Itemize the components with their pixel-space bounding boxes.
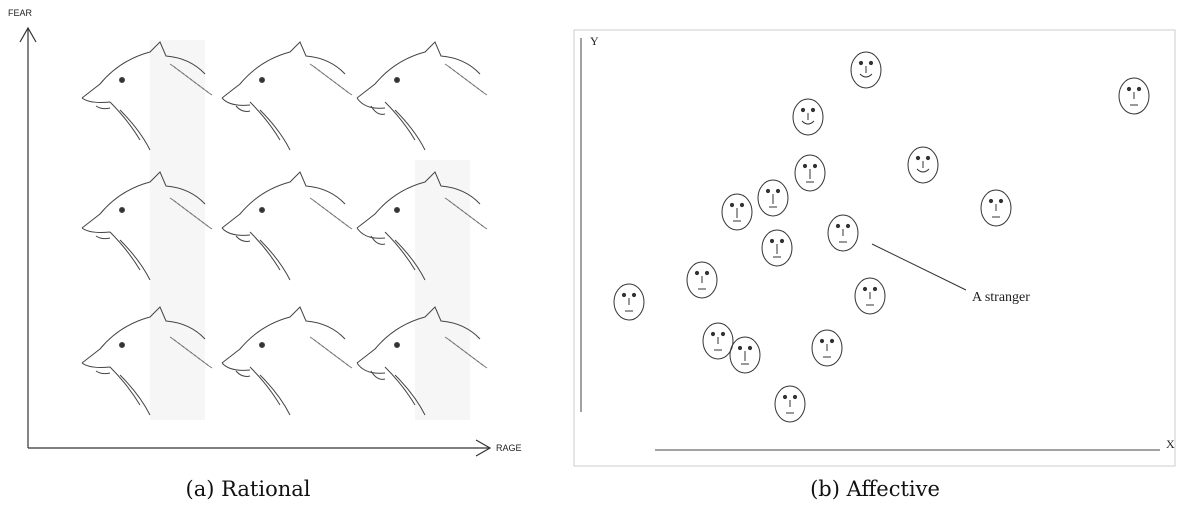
eye xyxy=(738,346,741,349)
eye xyxy=(1127,87,1130,90)
eye xyxy=(395,78,400,83)
fur-stroke xyxy=(206,91,212,95)
eye xyxy=(730,203,733,206)
eye xyxy=(859,61,862,64)
mouth xyxy=(802,121,814,124)
fur-stroke xyxy=(481,364,487,368)
eye xyxy=(801,108,804,111)
eye xyxy=(748,346,751,349)
wolf-head xyxy=(222,172,352,280)
face xyxy=(828,215,858,251)
fur-stroke xyxy=(206,225,212,229)
shade-band xyxy=(150,40,205,420)
caption: (a) Rational xyxy=(186,477,311,501)
eye xyxy=(120,343,125,348)
face xyxy=(775,386,805,422)
eye xyxy=(811,108,814,111)
face xyxy=(793,99,823,135)
face xyxy=(855,278,885,314)
face xyxy=(730,337,760,373)
fur-stroke xyxy=(481,91,487,95)
shade-band xyxy=(415,160,470,420)
face xyxy=(795,155,825,191)
face xyxy=(851,52,881,88)
annotation-line xyxy=(872,244,966,290)
eye xyxy=(766,189,769,192)
head-outline xyxy=(222,307,345,415)
fur-stroke xyxy=(346,91,352,95)
fur-stroke xyxy=(206,364,212,368)
frame xyxy=(574,30,1175,466)
panel-affective: Y X A stranger (b) Affective xyxy=(574,30,1175,501)
eye xyxy=(721,332,724,335)
eye xyxy=(916,156,919,159)
figure: FEAR RAGE (a) Rational Y X A stranger (b… xyxy=(0,0,1181,516)
face xyxy=(614,284,644,320)
eye xyxy=(989,199,992,202)
eye xyxy=(260,208,265,213)
wolf-head xyxy=(222,42,352,150)
eye xyxy=(836,224,839,227)
eye xyxy=(820,339,823,342)
face xyxy=(687,262,717,298)
annotation: A stranger xyxy=(972,290,1030,305)
face xyxy=(812,330,842,366)
eye xyxy=(695,271,698,274)
eye xyxy=(740,203,743,206)
eye xyxy=(705,271,708,274)
eye xyxy=(863,287,866,290)
y-axis-label: FEAR xyxy=(8,8,33,18)
mouth xyxy=(860,74,872,77)
face xyxy=(762,230,792,266)
eye xyxy=(846,224,849,227)
head-outline xyxy=(222,172,345,280)
eye xyxy=(120,78,125,83)
eye xyxy=(813,164,816,167)
eye xyxy=(780,239,783,242)
face xyxy=(722,194,752,230)
wolf-head xyxy=(222,307,352,415)
eye xyxy=(632,293,635,296)
fur-stroke xyxy=(481,225,487,229)
head-outline xyxy=(357,42,480,150)
eye xyxy=(622,293,625,296)
face xyxy=(1119,78,1149,114)
eye xyxy=(793,395,796,398)
eye xyxy=(120,208,125,213)
face xyxy=(908,147,938,183)
eye xyxy=(803,164,806,167)
eye xyxy=(869,61,872,64)
eye xyxy=(260,343,265,348)
x-axis-label: X xyxy=(1166,437,1175,451)
eye xyxy=(711,332,714,335)
y-axis-label: Y xyxy=(590,34,599,48)
eye xyxy=(783,395,786,398)
face xyxy=(981,190,1011,226)
fur-stroke xyxy=(346,225,352,229)
face xyxy=(758,180,788,216)
eye xyxy=(395,208,400,213)
mouth xyxy=(917,169,929,172)
eye xyxy=(770,239,773,242)
fur-stroke xyxy=(346,364,352,368)
eye xyxy=(830,339,833,342)
eye xyxy=(1137,87,1140,90)
eye xyxy=(873,287,876,290)
caption: (b) Affective xyxy=(810,477,940,501)
wolf-head xyxy=(357,42,487,150)
x-axis-label: RAGE xyxy=(496,443,522,453)
eye xyxy=(926,156,929,159)
eye xyxy=(776,189,779,192)
head-outline xyxy=(222,42,345,150)
face xyxy=(703,323,733,359)
panel-rational: FEAR RAGE (a) Rational xyxy=(8,8,522,501)
eye xyxy=(260,78,265,83)
eye xyxy=(999,199,1002,202)
eye xyxy=(395,343,400,348)
